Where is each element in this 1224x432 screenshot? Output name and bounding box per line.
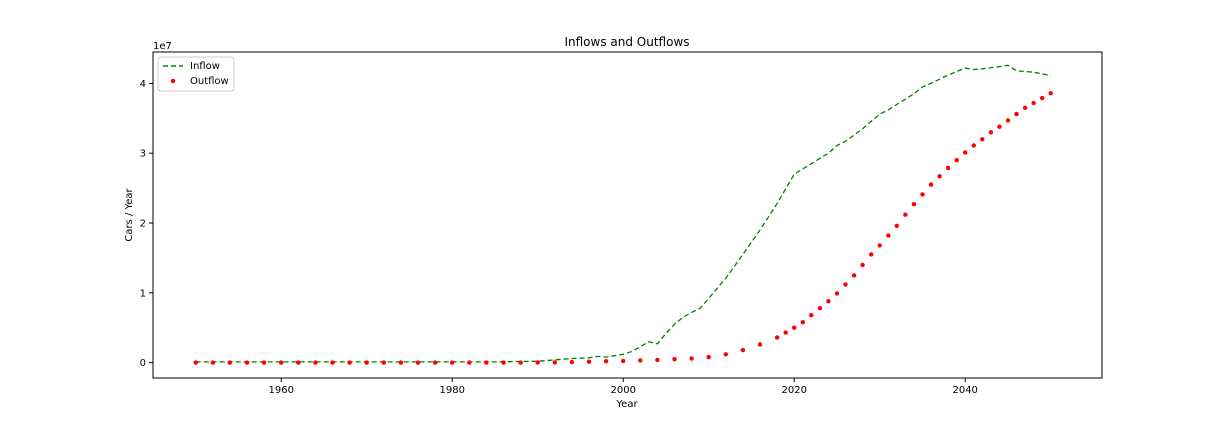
series-point-outflow xyxy=(1014,111,1019,117)
series-point-outflow xyxy=(569,359,575,365)
series-point-outflow xyxy=(501,360,506,365)
x-tick-label: 2020 xyxy=(781,385,806,396)
x-tick-label: 2000 xyxy=(610,385,635,396)
series-point-outflow xyxy=(886,233,891,238)
chart-title: Inflows and Outflows xyxy=(564,35,689,49)
series-point-outflow xyxy=(706,354,711,360)
series-point-outflow xyxy=(638,358,643,363)
series-point-outflow xyxy=(783,330,788,335)
y-offset-label: 1e7 xyxy=(153,41,172,52)
series-point-outflow xyxy=(723,352,728,357)
series-point-outflow xyxy=(869,252,874,257)
series-point-outflow xyxy=(877,243,882,248)
y-tick-label: 1 xyxy=(140,288,146,299)
series-point-outflow xyxy=(689,356,694,361)
plot-area xyxy=(193,64,1053,365)
series-point-outflow xyxy=(903,212,908,217)
series-point-outflow xyxy=(518,360,523,365)
series-point-outflow xyxy=(279,360,284,365)
x-tick-label: 2040 xyxy=(952,385,977,396)
series-point-outflow xyxy=(928,182,934,187)
series-point-outflow xyxy=(364,360,369,365)
series-point-outflow xyxy=(834,291,840,296)
series-point-outflow xyxy=(381,360,386,365)
series-point-outflow xyxy=(535,360,540,365)
series-point-outflow xyxy=(330,360,335,365)
series-point-outflow xyxy=(980,137,985,142)
y-tick-label: 2 xyxy=(140,219,146,230)
series-point-outflow xyxy=(860,262,865,268)
series-point-outflow xyxy=(945,165,951,171)
series-point-outflow xyxy=(244,360,250,365)
series-point-outflow xyxy=(809,313,814,318)
series-point-outflow xyxy=(826,299,831,304)
series-point-outflow xyxy=(851,273,857,278)
series-point-outflow xyxy=(817,306,823,311)
y-tick-label: 3 xyxy=(140,149,146,160)
series-point-outflow xyxy=(843,282,848,287)
series-point-outflow xyxy=(800,320,805,325)
y-axis-ticks: 0 1 2 3 4 xyxy=(140,79,153,369)
x-tick-label: 1960 xyxy=(269,385,294,396)
series-point-outflow xyxy=(347,360,352,365)
series-point-outflow xyxy=(1048,91,1053,96)
legend-box xyxy=(157,56,235,92)
x-tick-label: 1980 xyxy=(440,385,465,396)
series-line-inflow xyxy=(195,64,1051,363)
series-point-outflow xyxy=(398,360,404,365)
y-tick-label: 0 xyxy=(140,358,146,369)
series-point-outflow xyxy=(757,342,763,347)
legend-outflow-marker xyxy=(170,78,176,84)
series-point-outflow xyxy=(997,124,1002,129)
series-point-outflow xyxy=(1031,100,1036,106)
series-point-outflow xyxy=(937,174,942,179)
series-point-outflow xyxy=(988,130,994,135)
series-point-outflow xyxy=(774,335,780,340)
series-point-outflow xyxy=(963,150,968,155)
legend-outflow-label: Outflow xyxy=(190,76,229,87)
series-point-outflow xyxy=(740,347,746,353)
series-point-outflow xyxy=(450,360,455,365)
series-point-outflow xyxy=(603,359,609,364)
series-point-outflow xyxy=(792,325,797,330)
series-point-outflow xyxy=(193,360,198,365)
series-point-outflow xyxy=(313,360,318,365)
series-point-outflow xyxy=(954,158,959,163)
series-point-outflow xyxy=(621,358,626,364)
y-axis-label: Cars / Year xyxy=(124,187,135,241)
series-point-outflow xyxy=(552,360,557,365)
series-point-outflow xyxy=(1022,105,1028,111)
y-tick-label: 4 xyxy=(140,79,146,90)
x-axis-ticks: 1960 1980 2000 2020 2040 xyxy=(269,378,978,396)
legend: Inflow Outflow xyxy=(157,56,235,92)
series-point-outflow xyxy=(894,223,899,228)
series-point-outflow xyxy=(467,360,472,365)
legend-inflow-label: Inflow xyxy=(190,61,220,72)
series-point-outflow xyxy=(261,360,267,365)
series-point-outflow xyxy=(672,357,677,362)
x-axis-label: Year xyxy=(615,399,638,410)
series-point-outflow xyxy=(484,360,489,365)
series-point-outflow xyxy=(1005,118,1011,123)
series-point-outflow xyxy=(920,192,925,197)
series-point-outflow xyxy=(296,360,301,365)
series-point-outflow xyxy=(911,202,917,207)
series-point-outflow xyxy=(415,360,421,365)
series-point-outflow xyxy=(227,360,233,365)
series-point-outflow xyxy=(971,143,976,148)
series-point-outflow xyxy=(655,357,660,363)
series-point-outflow xyxy=(586,359,592,364)
series-point-outflow xyxy=(432,360,438,365)
plot-frame xyxy=(152,51,1103,379)
series-point-outflow xyxy=(210,360,215,365)
series-point-outflow xyxy=(1040,95,1045,101)
